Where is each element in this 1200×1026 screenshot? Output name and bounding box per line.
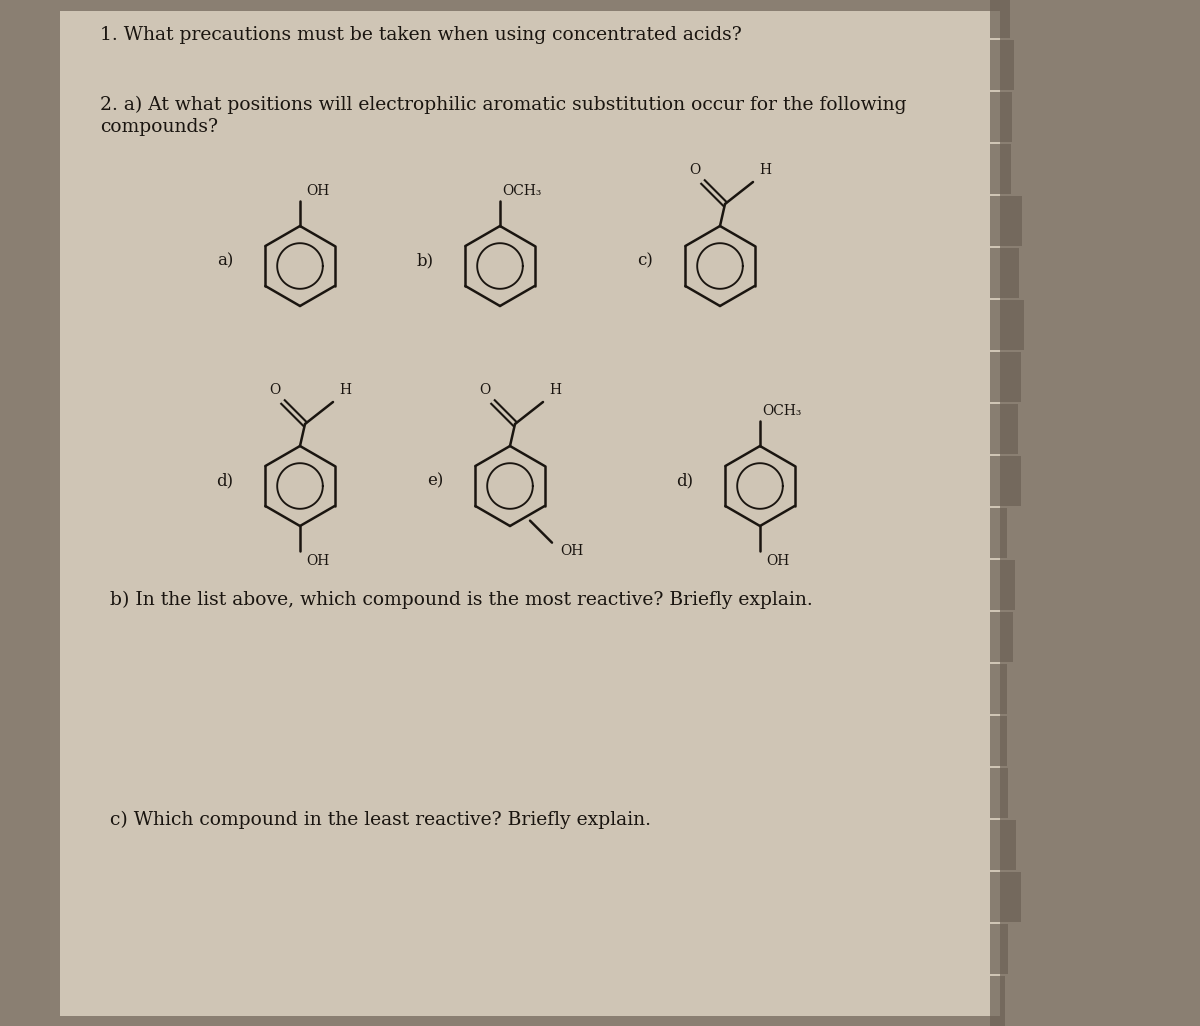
Text: OH: OH	[306, 184, 330, 198]
FancyBboxPatch shape	[990, 0, 1010, 38]
Text: OH: OH	[767, 554, 790, 568]
FancyBboxPatch shape	[990, 144, 1021, 194]
FancyBboxPatch shape	[990, 664, 1018, 714]
Text: H: H	[550, 383, 562, 397]
Text: d): d)	[677, 473, 694, 489]
Text: compounds?: compounds?	[100, 118, 218, 136]
FancyBboxPatch shape	[990, 872, 1016, 922]
Text: c): c)	[637, 252, 653, 270]
Text: OH: OH	[560, 544, 583, 558]
Text: 2. a) At what positions will electrophilic aromatic substitution occur for the f: 2. a) At what positions will electrophil…	[100, 96, 906, 114]
Text: O: O	[479, 383, 491, 397]
Text: O: O	[689, 163, 701, 177]
FancyBboxPatch shape	[990, 924, 1007, 974]
Text: H: H	[760, 163, 772, 177]
FancyBboxPatch shape	[990, 456, 1009, 506]
FancyBboxPatch shape	[60, 11, 1000, 1016]
Text: 1. What precautions must be taken when using concentrated acids?: 1. What precautions must be taken when u…	[100, 26, 742, 44]
FancyBboxPatch shape	[990, 248, 1007, 298]
Text: O: O	[269, 383, 281, 397]
Text: OCH₃: OCH₃	[503, 184, 541, 198]
Text: H: H	[340, 383, 352, 397]
Text: OCH₃: OCH₃	[762, 404, 802, 418]
Text: d): d)	[216, 473, 234, 489]
FancyBboxPatch shape	[990, 716, 1018, 766]
FancyBboxPatch shape	[990, 768, 1009, 818]
Text: a): a)	[217, 252, 233, 270]
FancyBboxPatch shape	[990, 508, 1020, 558]
FancyBboxPatch shape	[990, 352, 1007, 402]
FancyBboxPatch shape	[990, 92, 1025, 142]
FancyBboxPatch shape	[990, 40, 1024, 90]
FancyBboxPatch shape	[990, 300, 1012, 350]
Text: OH: OH	[306, 554, 330, 568]
Text: b) In the list above, which compound is the most reactive? Briefly explain.: b) In the list above, which compound is …	[110, 591, 812, 609]
FancyBboxPatch shape	[990, 404, 1018, 453]
FancyBboxPatch shape	[990, 196, 1006, 246]
FancyBboxPatch shape	[990, 820, 1009, 870]
FancyBboxPatch shape	[990, 976, 1012, 1026]
Text: c) Which compound in the least reactive? Briefly explain.: c) Which compound in the least reactive?…	[110, 811, 650, 829]
FancyBboxPatch shape	[990, 560, 1013, 610]
Text: b): b)	[416, 252, 433, 270]
Text: e): e)	[427, 473, 443, 489]
FancyBboxPatch shape	[990, 611, 1021, 662]
